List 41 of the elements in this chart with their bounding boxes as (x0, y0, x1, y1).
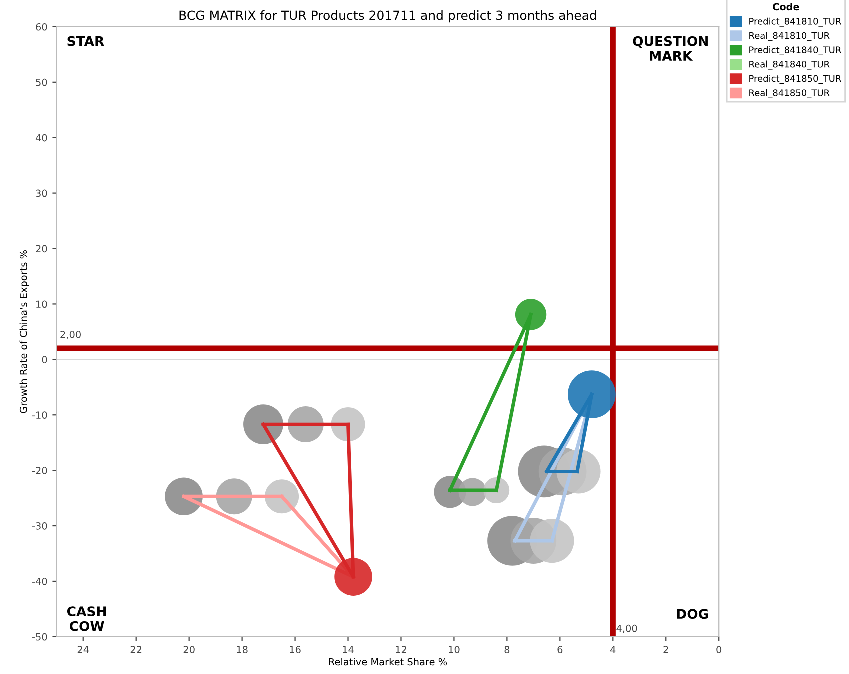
y-tick-label: 10 (36, 300, 48, 308)
y-tick-label: -50 (32, 633, 48, 641)
y-tick-label: -30 (32, 522, 48, 530)
x-tick-label: 10 (449, 646, 460, 654)
legend-label: Real_841840_TUR (750, 60, 830, 70)
x-tick-label: 24 (78, 646, 90, 654)
ref-line-label: 2,00 (60, 331, 81, 340)
x-tick-label: 20 (184, 646, 195, 654)
annotation: QUESTION MARK (633, 36, 708, 61)
legend-label: Predict_841810_TUR (750, 18, 842, 27)
y-tick-label: 50 (36, 78, 48, 86)
x-tick-label: 22 (130, 646, 142, 654)
x-tick-label: 18 (237, 646, 248, 654)
y-tick-label: -10 (32, 412, 48, 419)
x-tick-label: 8 (504, 646, 510, 654)
annotation: STAR (68, 36, 104, 46)
y-tick-label: 60 (36, 23, 48, 31)
x-tick-label: 6 (558, 646, 563, 654)
legend-label: Predict_841850_TUR (750, 75, 842, 84)
x-tick-label: 12 (396, 646, 406, 654)
x-tick-label: 16 (290, 646, 301, 654)
y-tick-label: 20 (36, 245, 48, 253)
legend-label: Real_841850_TUR (750, 89, 830, 98)
x-tick-label: 14 (343, 646, 354, 654)
ref-line-label: 4,00 (616, 624, 638, 634)
y-axis-title: Growth Rate of China's Exports % (20, 250, 30, 414)
x-axis-title: Relative Market Share % (329, 658, 448, 666)
x-tick-label: 2 (664, 646, 668, 654)
chart-title: BCG MATRIX for TUR Products 201711 and predict 3 months ahead (180, 10, 596, 23)
x-tick-label: 4 (610, 646, 616, 654)
legend-label: Real_841810_TUR (750, 32, 830, 42)
annotation: CASH COW (67, 606, 106, 632)
y-tick-label: -40 (32, 578, 48, 586)
y-tick-label: 30 (36, 190, 48, 198)
y-tick-label: 0 (42, 356, 48, 364)
legend-label: Predict_841840_TUR (750, 46, 842, 56)
y-tick-label: -20 (32, 467, 48, 474)
legend-title: Code (772, 3, 800, 11)
x-tick-label: 0 (716, 646, 722, 654)
y-tick-label: 40 (36, 134, 48, 142)
annotation: DOG (677, 609, 708, 620)
